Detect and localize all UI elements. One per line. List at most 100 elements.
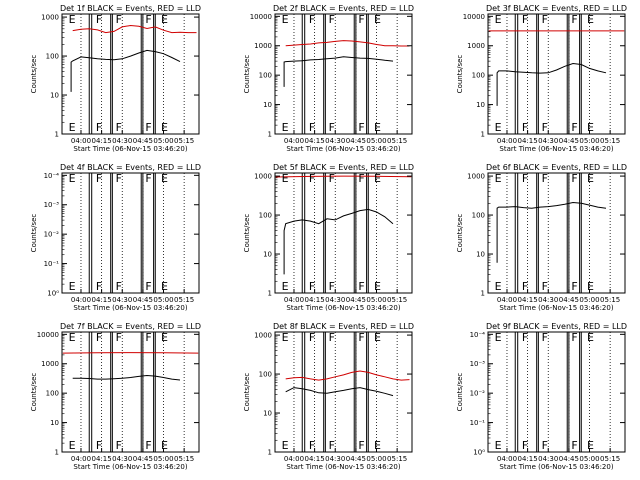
y-tick-label: 100 xyxy=(46,390,59,398)
interval-flag-bottom: F xyxy=(116,121,122,134)
interval-flag-bottom: E xyxy=(374,121,381,134)
x-tick-label: 05:00 xyxy=(153,137,173,145)
x-tick-label: 04:15 xyxy=(518,296,538,304)
x-tick-label: 04:00 xyxy=(71,137,91,145)
interval-flag-bottom: E xyxy=(374,439,381,452)
x-tick-label: 04:15 xyxy=(305,137,325,145)
plot-frame xyxy=(487,172,626,294)
plot-frame xyxy=(487,13,626,135)
interval-flag-top: F xyxy=(522,13,528,26)
x-tick-label: 04:30 xyxy=(325,455,345,463)
x-tick-label: 04:15 xyxy=(92,137,112,145)
interval-flag-bottom: E xyxy=(495,439,502,452)
y-tick-label: 10⁻³ xyxy=(470,360,486,368)
x-tick-label: 04:45 xyxy=(559,296,579,304)
interval-flag-bottom: F xyxy=(329,439,335,452)
plot-frame xyxy=(274,172,413,294)
x-tick-label: 05:15 xyxy=(600,455,620,463)
interval-flag-top: F xyxy=(116,172,122,185)
chart-panel-8f: Det 8f BLACK = Events, RED = LLD 1 10 100 10… xyxy=(243,322,414,471)
x-tick-label: 04:30 xyxy=(325,137,345,145)
x-tick-label: 04:30 xyxy=(538,137,558,145)
interval-flag-bottom: F xyxy=(358,280,364,293)
y-axis-label: Counts/sec xyxy=(243,373,251,412)
interval-flag-bottom: E xyxy=(587,280,594,293)
interval-flag-bottom: F xyxy=(329,121,335,134)
x-tick-label: 05:15 xyxy=(387,296,407,304)
interval-flag-bottom: E xyxy=(161,280,168,293)
interval-flag-top: F xyxy=(522,172,528,185)
interval-flag-bottom: E xyxy=(161,439,168,452)
interval-flag-top: F xyxy=(116,13,122,26)
interval-flag-top: E xyxy=(69,172,76,185)
y-tick-label: 1 xyxy=(268,131,272,139)
interval-flag-bottom: E xyxy=(69,121,76,134)
x-tick-label: 04:00 xyxy=(71,296,91,304)
interval-flag-top: F xyxy=(542,331,548,344)
y-tick-label: 10 xyxy=(263,101,272,109)
interval-flag-bottom: E xyxy=(282,439,289,452)
x-tick-label: 04:45 xyxy=(133,137,153,145)
x-tick-label: 05:00 xyxy=(579,455,599,463)
x-tick-label: 04:00 xyxy=(284,137,304,145)
x-axis-label: Start Time (06-Nov-15 03:46:20) xyxy=(73,145,187,153)
plot-frame xyxy=(274,13,413,135)
interval-flag-top: F xyxy=(522,331,528,344)
interval-flag-top: F xyxy=(309,13,315,26)
y-tick-label: 10⁻¹ xyxy=(44,260,60,268)
interval-flag-top: E xyxy=(161,13,168,26)
interval-flag-bottom: E xyxy=(282,280,289,293)
interval-flag-top: E xyxy=(495,331,502,344)
plot-frame xyxy=(487,331,626,453)
interval-flag-bottom: F xyxy=(329,280,335,293)
plot-frame xyxy=(61,172,200,294)
chart-title: Det 7f BLACK = Events, RED = LLD xyxy=(60,322,201,331)
events-series-line xyxy=(283,56,394,87)
plot-frame xyxy=(61,331,200,453)
events-series-line xyxy=(496,201,607,263)
interval-flag-top: F xyxy=(571,13,577,26)
interval-flag-top: E xyxy=(495,172,502,185)
y-tick-label: 10 xyxy=(476,251,485,259)
y-tick-label: 1 xyxy=(481,290,485,298)
y-tick-label: 10 xyxy=(263,410,272,418)
plot-frame xyxy=(274,331,413,453)
interval-flag-bottom: F xyxy=(309,121,315,134)
y-tick-label: 10 xyxy=(476,101,485,109)
y-tick-label: 100 xyxy=(259,72,272,80)
interval-flag-top: F xyxy=(145,172,151,185)
x-axis-label: Start Time (06-Nov-15 03:46:20) xyxy=(286,463,400,471)
interval-flag-bottom: E xyxy=(69,439,76,452)
x-tick-label: 04:30 xyxy=(538,455,558,463)
interval-flag-top: F xyxy=(571,331,577,344)
y-axis-label: Counts/sec xyxy=(30,55,38,94)
interval-flag-top: F xyxy=(329,172,335,185)
chart-panel-6f: Det 6f BLACK = Events, RED = LLD 1 10 100 10… xyxy=(456,163,627,312)
interval-flag-bottom: E xyxy=(495,121,502,134)
interval-flag-bottom: F xyxy=(522,280,528,293)
interval-flag-bottom: F xyxy=(358,439,364,452)
interval-flag-top: E xyxy=(587,331,594,344)
interval-flag-top: F xyxy=(358,331,364,344)
x-tick-label: 04:45 xyxy=(133,296,153,304)
interval-flag-bottom: E xyxy=(495,280,502,293)
y-tick-label: 100 xyxy=(472,72,485,80)
interval-flag-top: E xyxy=(374,172,381,185)
interval-flag-top: E xyxy=(161,331,168,344)
interval-flag-bottom: E xyxy=(69,280,76,293)
interval-flag-top: F xyxy=(96,331,102,344)
y-tick-label: 1 xyxy=(481,131,485,139)
interval-flag-top: E xyxy=(69,331,76,344)
interval-flag-bottom: F xyxy=(145,280,151,293)
interval-flag-top: F xyxy=(571,172,577,185)
events-series-line xyxy=(285,387,394,397)
interval-flag-bottom: F xyxy=(542,439,548,452)
y-axis-label: Counts/sec xyxy=(30,373,38,412)
y-tick-label: 1 xyxy=(55,449,59,457)
chart-title: Det 5f BLACK = Events, RED = LLD xyxy=(273,163,414,172)
interval-flag-bottom: F xyxy=(96,121,102,134)
x-tick-label: 04:30 xyxy=(112,296,132,304)
x-tick-label: 04:00 xyxy=(497,455,517,463)
chart-panel-4f: Det 4f BLACK = Events, RED = LLD 10⁰ 10⁻¹ 1… xyxy=(30,163,201,312)
chart-title: Det 1f BLACK = Events, RED = LLD xyxy=(60,4,201,13)
